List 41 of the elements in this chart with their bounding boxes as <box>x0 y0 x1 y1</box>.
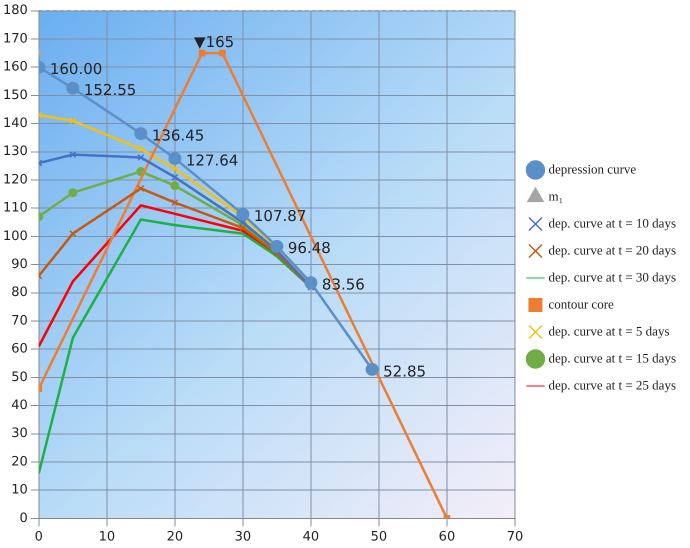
x-tick-label: 0 <box>34 530 43 545</box>
y-tick-label: 0 <box>20 510 28 526</box>
data-label: 152.55 <box>84 81 136 100</box>
legend-label: dep. curve at t = 10 days <box>548 215 676 230</box>
legend-label: dep. curve at t = 20 days <box>548 242 676 258</box>
data-label: 52.85 <box>383 362 426 380</box>
y-tick-label: 30 <box>11 426 28 442</box>
y-tick-label: 160 <box>2 60 28 75</box>
y-tick-label: 20 <box>11 454 28 470</box>
x-tick-label: 40 <box>302 530 320 545</box>
x-tick-label: 20 <box>166 530 184 545</box>
y-tick-label: 10 <box>11 482 28 498</box>
y-tick-label: 70 <box>11 313 28 328</box>
legend-label: dep. curve at t = 25 days <box>548 377 676 392</box>
legend-label: dep. curve at t = 30 days <box>548 269 676 284</box>
y-tick-label: 110 <box>2 200 28 216</box>
y-tick-label: 180 <box>2 3 28 18</box>
y-tick-label: 140 <box>2 116 28 131</box>
legend-label: dep. curve at t = 5 days <box>548 323 670 338</box>
y-tick-label: 170 <box>2 31 28 46</box>
y-tick-label: 90 <box>11 256 28 272</box>
y-tick-label: 150 <box>2 88 28 103</box>
x-tick-label: 70 <box>506 530 524 545</box>
y-tick-label: 60 <box>11 342 28 357</box>
y-tick-label: 130 <box>2 144 28 160</box>
legend-label: dep. curve at t = 15 days <box>548 350 676 366</box>
x-tick-label: 50 <box>370 530 388 545</box>
x-tick-label: 30 <box>234 530 252 545</box>
data-label: 160.00 <box>50 60 102 78</box>
y-tick-label: 100 <box>2 228 28 244</box>
annotation: ▼165 <box>194 32 234 51</box>
legend-label: m₁ <box>548 188 564 204</box>
data-label: 127.64 <box>186 151 238 170</box>
y-tick-label: 80 <box>11 285 28 300</box>
x-tick-label: 10 <box>98 530 116 545</box>
y-tick-label: 50 <box>11 370 28 385</box>
y-tick-label: 120 <box>2 172 28 188</box>
legend-label: contour core <box>548 296 614 312</box>
legend-label: depression curve <box>548 161 636 176</box>
x-tick-label: 60 <box>438 530 456 545</box>
y-tick-label: 40 <box>11 398 28 413</box>
